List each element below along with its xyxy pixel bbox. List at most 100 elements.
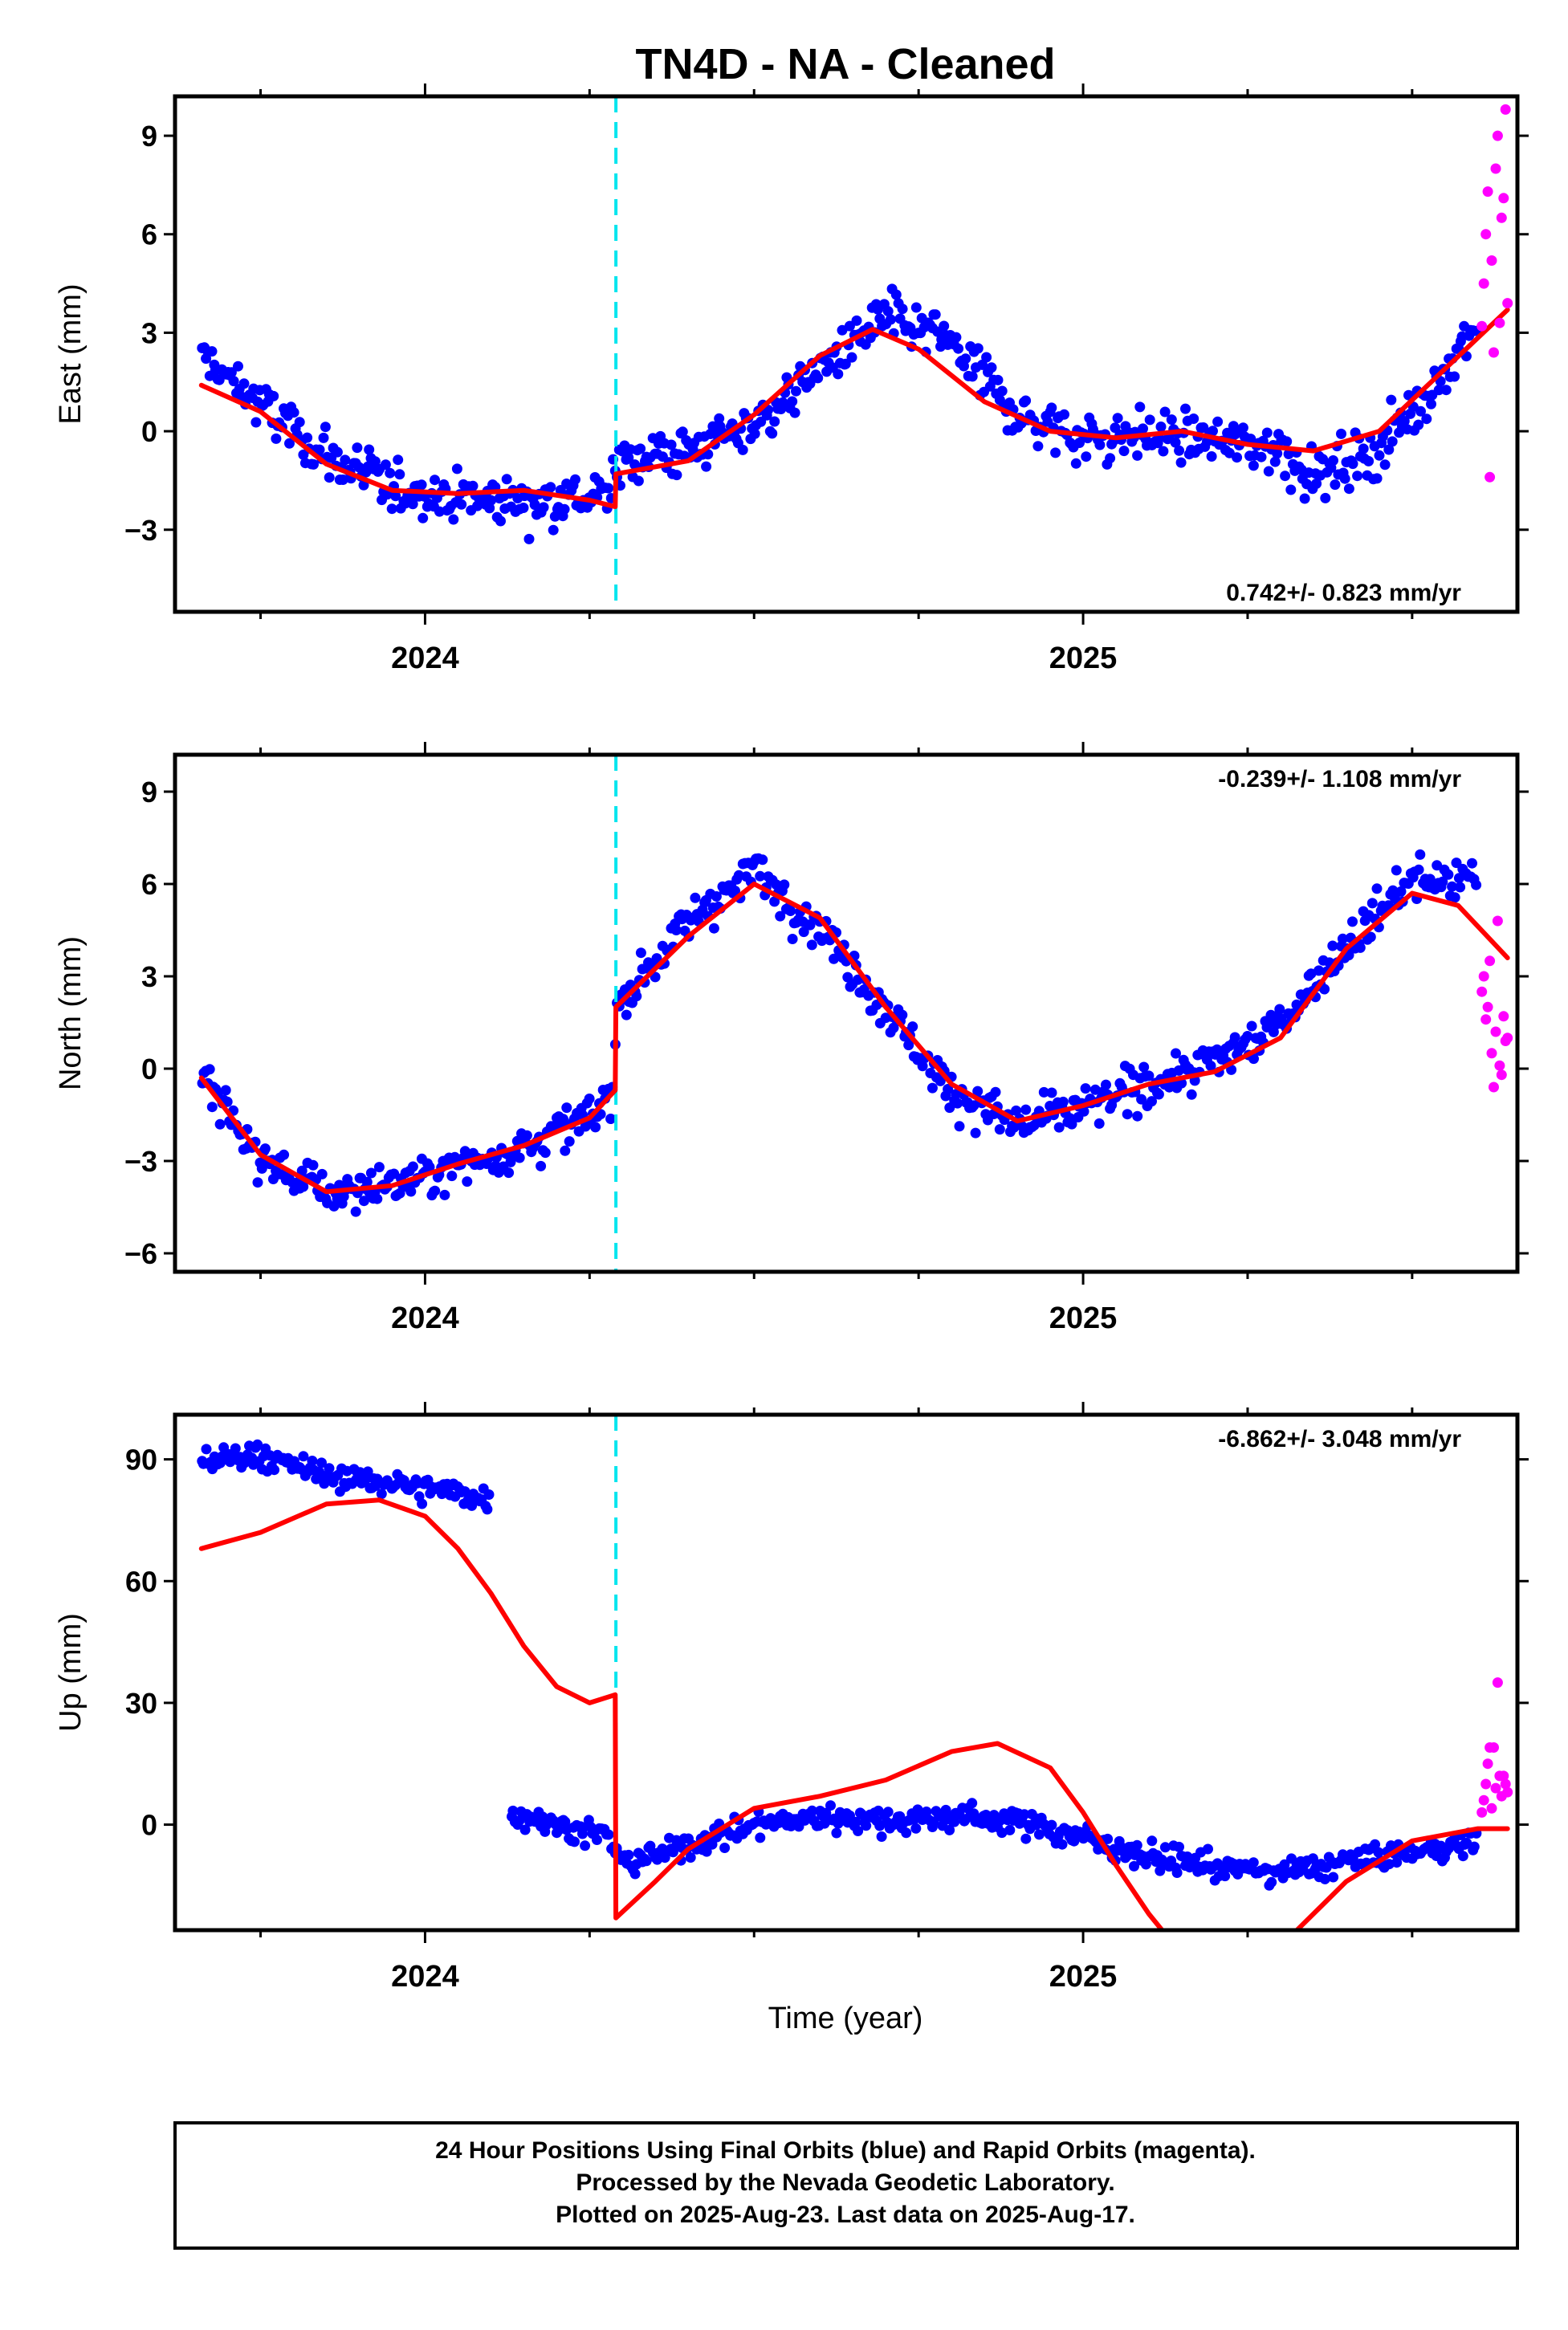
north-final-point: [256, 1163, 267, 1174]
up-final-point: [882, 1807, 894, 1818]
up-panel: 0 30 60 90 2024 2025 Up (mm) -6.862+/- 3.048 mm…: [54, 1402, 1529, 1994]
east-final-point: [1132, 450, 1143, 461]
north-final-point: [204, 1064, 215, 1075]
up-plot-area: [197, 1415, 1513, 1930]
up-final-point: [685, 1852, 696, 1863]
north-final-point: [1313, 965, 1325, 976]
north-rapid-point: [1494, 1060, 1505, 1071]
east-final-point: [749, 428, 760, 439]
east-final-point: [1386, 394, 1397, 405]
east-rapid-point: [1490, 163, 1501, 174]
north-final-point: [1066, 1118, 1077, 1130]
east-final-point: [570, 474, 580, 485]
north-final-point: [1365, 931, 1376, 943]
up-final-point: [1146, 1835, 1158, 1847]
east-final-point: [559, 503, 570, 515]
up-final-point: [831, 1827, 842, 1839]
north-final-point: [521, 1130, 532, 1141]
east-final-point: [228, 376, 239, 387]
north-final-point: [407, 1161, 418, 1172]
east-final-point: [1081, 451, 1092, 462]
north-rapid-point: [1490, 1026, 1501, 1037]
east-final-point: [1328, 455, 1338, 466]
north-final-point: [952, 1098, 963, 1109]
east-final-point: [939, 320, 950, 332]
east-final-point: [501, 474, 512, 485]
north-final-point: [373, 1162, 385, 1173]
footer-box: 24 Hour Positions Using Final Orbits (bl…: [173, 2121, 1519, 2250]
east-rapid-point: [1485, 471, 1496, 483]
north-final-point: [365, 1167, 377, 1179]
up-final-point: [252, 1439, 263, 1450]
north-final-point: [757, 854, 768, 866]
east-final-point: [1426, 398, 1436, 409]
east-final-point: [1208, 426, 1218, 437]
up-final-point: [1457, 1851, 1468, 1862]
east-final-point: [1383, 444, 1395, 455]
up-final-point: [1102, 1833, 1114, 1844]
north-final-point: [558, 1114, 568, 1125]
east-final-point: [1166, 414, 1177, 426]
up-frame: [173, 1412, 1520, 1933]
east-frame: [173, 94, 1520, 614]
north-ytick-label: 0: [141, 1053, 157, 1086]
east-final-point: [972, 343, 984, 354]
up-rate-label: -6.862+/- 3.048 mm/yr: [1218, 1426, 1461, 1452]
east-final-point: [603, 483, 614, 494]
east-final-point: [1050, 447, 1061, 458]
north-final-point: [564, 1136, 575, 1147]
north-final-point: [897, 1009, 908, 1020]
east-final-point: [548, 524, 559, 536]
north-final-point: [259, 1143, 271, 1155]
east-final-point: [1256, 451, 1267, 462]
east-rapid-point: [1486, 255, 1497, 266]
up-final-point: [944, 1824, 955, 1835]
north-final-point: [1424, 874, 1436, 885]
east-final-point: [1174, 445, 1185, 456]
east-final-point: [337, 475, 348, 485]
east-final-point: [390, 491, 401, 502]
north-final-point: [635, 947, 646, 959]
north-final-point: [1449, 892, 1460, 903]
east-final-point: [813, 373, 824, 384]
east-final-point: [1032, 441, 1044, 452]
up-final-point: [507, 1805, 519, 1816]
north-final-point: [1186, 1089, 1197, 1100]
east-final-point: [284, 438, 295, 449]
east-ytick-label: 3: [141, 316, 157, 349]
east-final-point: [1180, 403, 1191, 414]
east-final-point: [302, 432, 313, 443]
east-final-point: [523, 533, 535, 544]
east-final-point: [484, 503, 495, 514]
north-final-point: [935, 1075, 946, 1086]
north-rapid-point: [1485, 955, 1496, 967]
north-final-point: [1415, 849, 1426, 860]
north-panel: −6 −3 0 3 6 9 2024 2025 North (mm) -0.239+/- 1.10…: [54, 742, 1529, 1335]
east-final-point: [1112, 413, 1123, 424]
east-final-point: [677, 426, 688, 438]
north-final-point: [590, 1122, 601, 1133]
up-final-point: [230, 1443, 241, 1454]
north-final-point: [214, 1118, 226, 1130]
east-final-point: [538, 502, 549, 513]
north-final-point: [1371, 883, 1383, 894]
east-final-point: [1280, 470, 1291, 482]
north-final-point: [708, 923, 719, 934]
east-y-axis-label: East (mm): [54, 283, 88, 424]
east-final-point: [981, 352, 992, 363]
east-final-point: [910, 302, 922, 313]
up-final-point: [1122, 1850, 1133, 1861]
up-ytick-label: 60: [125, 1565, 157, 1598]
north-final-point: [446, 1171, 458, 1182]
east-final-point: [385, 467, 396, 479]
east-final-point: [777, 397, 788, 408]
east-final-point: [1263, 466, 1274, 477]
north-final-point: [1319, 984, 1330, 995]
east-final-point: [318, 432, 329, 443]
east-final-point: [1144, 414, 1155, 426]
up-ytick-label: 0: [141, 1809, 157, 1842]
east-final-point: [1379, 459, 1391, 470]
up-rapid-point: [1480, 1778, 1492, 1790]
north-final-point: [1080, 1083, 1091, 1094]
north-final-point: [350, 1206, 361, 1217]
